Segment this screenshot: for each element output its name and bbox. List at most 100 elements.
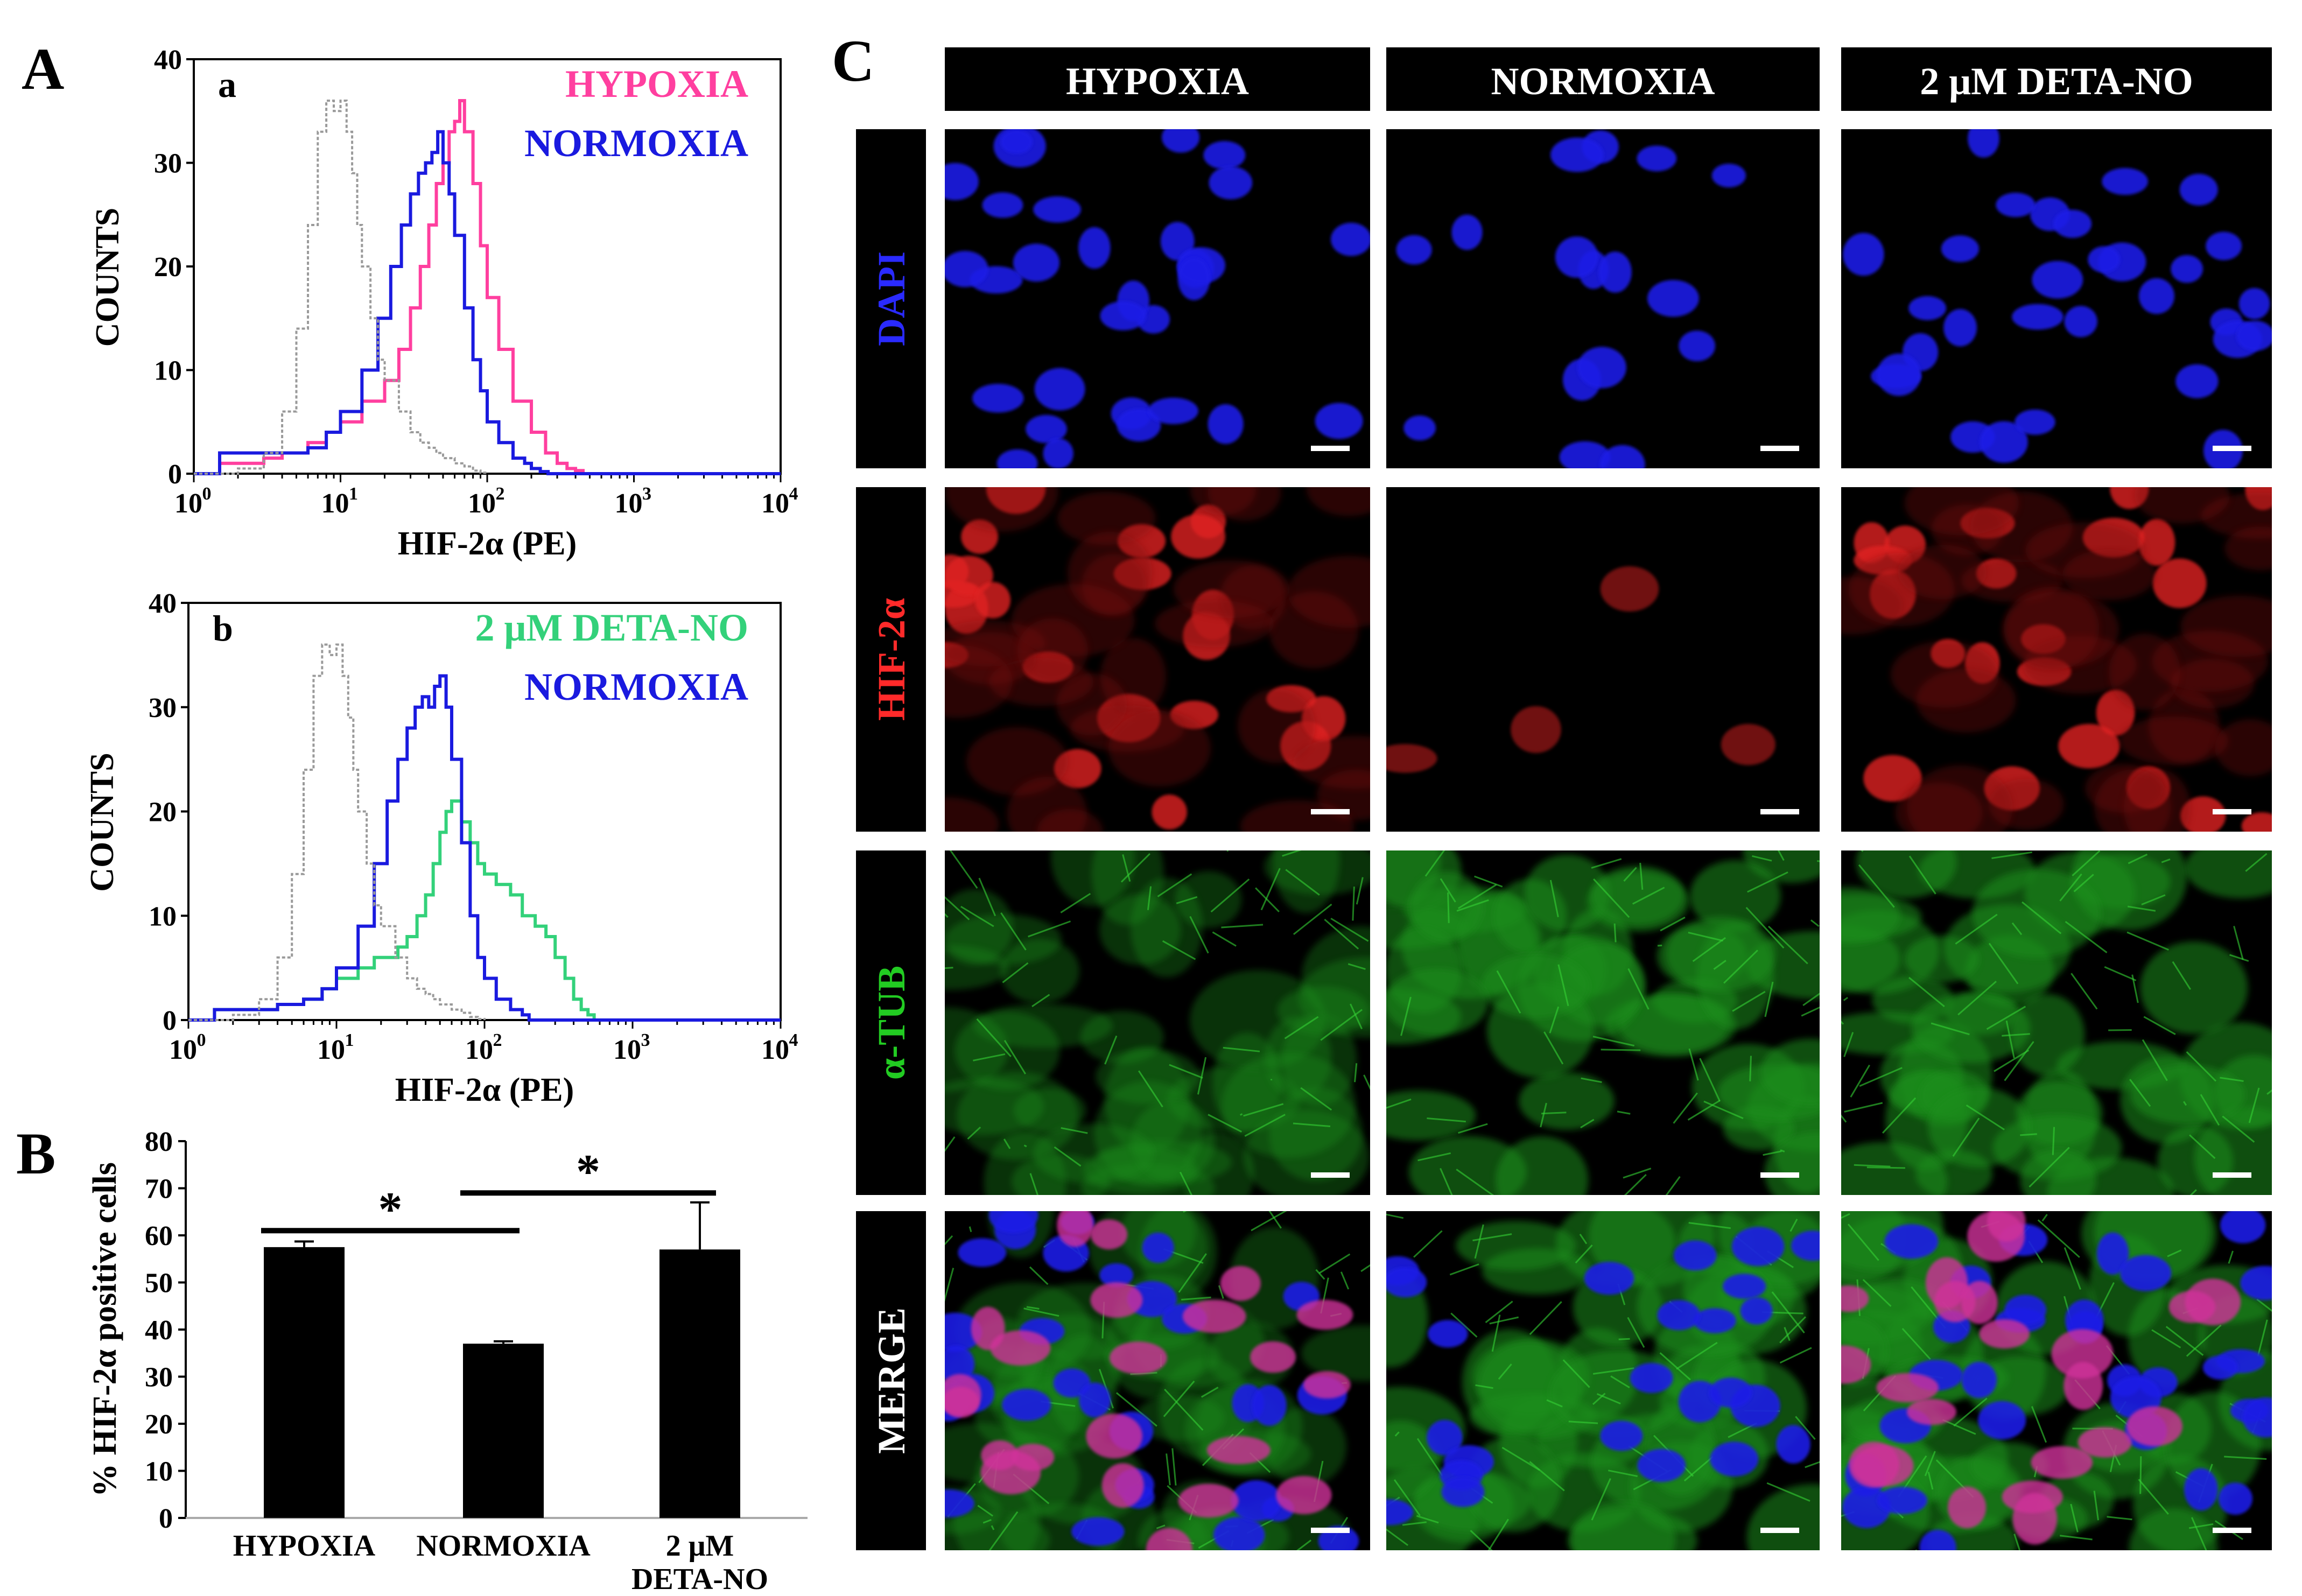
tubulin-fiber — [1703, 1100, 1744, 1120]
tubulin-fiber — [2127, 905, 2156, 912]
micrograph-cell — [1386, 129, 1820, 468]
nucleus — [1996, 193, 2036, 217]
nucleus — [1161, 129, 1200, 153]
nucleus — [1908, 296, 1947, 320]
tubulin-fiber — [1474, 1224, 1484, 1259]
tubulin-fiber — [2228, 1250, 2234, 1264]
hif-cytoplasm — [1890, 641, 1999, 708]
tubulin-fiber — [2139, 1456, 2142, 1494]
tubulin-fiber — [1447, 892, 1450, 923]
hif-signal — [2058, 723, 2120, 769]
nucleus — [1978, 1401, 2026, 1440]
micrograph-cell — [945, 129, 1370, 468]
tubulin-fiber — [1122, 854, 1131, 882]
tubulin-fiber — [2059, 873, 2082, 902]
tubulin-fiber — [1843, 1032, 1854, 1057]
tubulin-fiber — [2167, 1249, 2182, 1257]
y-tick-label: 20 — [154, 252, 182, 283]
tubulin-network — [2129, 1508, 2218, 1550]
tubulin-fiber — [2002, 1033, 2030, 1037]
tubulin-fiber — [2005, 1020, 2015, 1058]
tubulin-network — [1265, 1407, 1347, 1487]
hif-cytoplasm — [1904, 487, 2019, 536]
nucleus — [1961, 1361, 1997, 1398]
nucleus — [1026, 414, 1067, 444]
tubulin-fiber — [1953, 1397, 1988, 1427]
tubulin-fiber — [1285, 869, 1320, 896]
panel-label-c: C — [832, 28, 874, 94]
y-tick-label: 0 — [168, 459, 182, 490]
hif-signal — [980, 1450, 1041, 1495]
nucleus — [1559, 441, 1611, 468]
tubulin-fiber — [2248, 1087, 2260, 1123]
tubulin-fiber — [1002, 962, 1029, 983]
micrograph-cell — [1386, 1211, 1820, 1550]
tubulin-fiber — [1450, 1312, 1478, 1338]
tubulin-fiber — [1029, 1266, 1049, 1285]
nucleus — [1142, 1232, 1174, 1263]
nucleus — [1630, 1362, 1673, 1393]
tubulin-fiber — [967, 1126, 981, 1140]
legend-entry: HYPOXIA — [565, 62, 748, 106]
tubulin-fiber — [1003, 1039, 1026, 1074]
tubulin-fiber — [1179, 1171, 1193, 1195]
tubulin-network — [2140, 941, 2248, 1035]
tubulin-fiber — [1593, 878, 1630, 918]
tubulin-fiber — [1610, 1375, 1630, 1389]
tubulin-fiber — [1356, 877, 1364, 905]
tubulin-fiber — [1031, 994, 1050, 1008]
micrograph-background — [1386, 487, 1820, 832]
bar-1 — [463, 1344, 544, 1518]
hif-signal — [1101, 1463, 1144, 1508]
tubulin-fiber — [2037, 1219, 2080, 1258]
tubulin-fiber — [1817, 860, 1820, 862]
tubulin-fiber — [2257, 1319, 2268, 1356]
tubulin-fiber — [1747, 871, 1788, 893]
tubulin-fiber — [1683, 1456, 1714, 1482]
tubulin-fiber — [1623, 1168, 1652, 1179]
micrograph-content — [945, 487, 1370, 832]
tubulin-network — [1386, 1090, 1476, 1141]
x-tick-exponent: 3 — [642, 484, 651, 504]
tubulin-network — [1928, 1087, 2031, 1168]
hif-cytoplasm — [1067, 531, 1153, 615]
tubulin-fiber — [2052, 1127, 2055, 1155]
micrograph-content — [1841, 1211, 2272, 1550]
tubulin-fiber — [1952, 1117, 1980, 1157]
nucleus — [2236, 320, 2272, 351]
x-tick-exponent: 3 — [641, 1030, 650, 1050]
nucleus — [1099, 1263, 1133, 1288]
hif-signal — [1841, 1345, 1871, 1384]
hif-signal — [1086, 1414, 1143, 1459]
tubulin-fiber — [1766, 1482, 1810, 1502]
tubulin-fiber — [1169, 1064, 1203, 1079]
tubulin-fiber — [1350, 1003, 1363, 1030]
tubulin-fiber — [1347, 963, 1366, 970]
y-tick-label: 30 — [154, 149, 182, 179]
tubulin-fiber — [2200, 1094, 2220, 1126]
tubulin-fiber — [1104, 1035, 1118, 1065]
nucleus — [1043, 438, 1073, 468]
tubulin-fiber — [1330, 917, 1369, 942]
nucleus — [2053, 209, 2092, 238]
row-label: α-TUB — [870, 966, 913, 1080]
hif-signal — [1947, 1486, 1987, 1529]
tubulin-fiber — [1394, 1431, 1400, 1437]
tubulin-fiber — [1994, 1049, 2030, 1072]
micrograph-cell — [945, 1211, 1370, 1550]
tubulin-fiber — [1400, 996, 1412, 1036]
tubulin-network — [1841, 1142, 1948, 1195]
tubulin-fiber — [1226, 850, 1229, 852]
tubulin-fiber — [1003, 1138, 1011, 1149]
tubulin-fiber — [945, 967, 953, 969]
tubulin-fiber — [1243, 1103, 1284, 1117]
tubulin-fiber — [1023, 1144, 1027, 1148]
tubulin-fiber — [1413, 1230, 1443, 1258]
tubulin-fiber — [1026, 1306, 1040, 1310]
tubulin-fiber — [1028, 920, 1071, 938]
tubulin-fiber — [1692, 937, 1726, 962]
row-label-box — [856, 850, 926, 1195]
tubulin-fiber — [1676, 1341, 1718, 1370]
hif-signal — [1849, 1442, 1899, 1488]
